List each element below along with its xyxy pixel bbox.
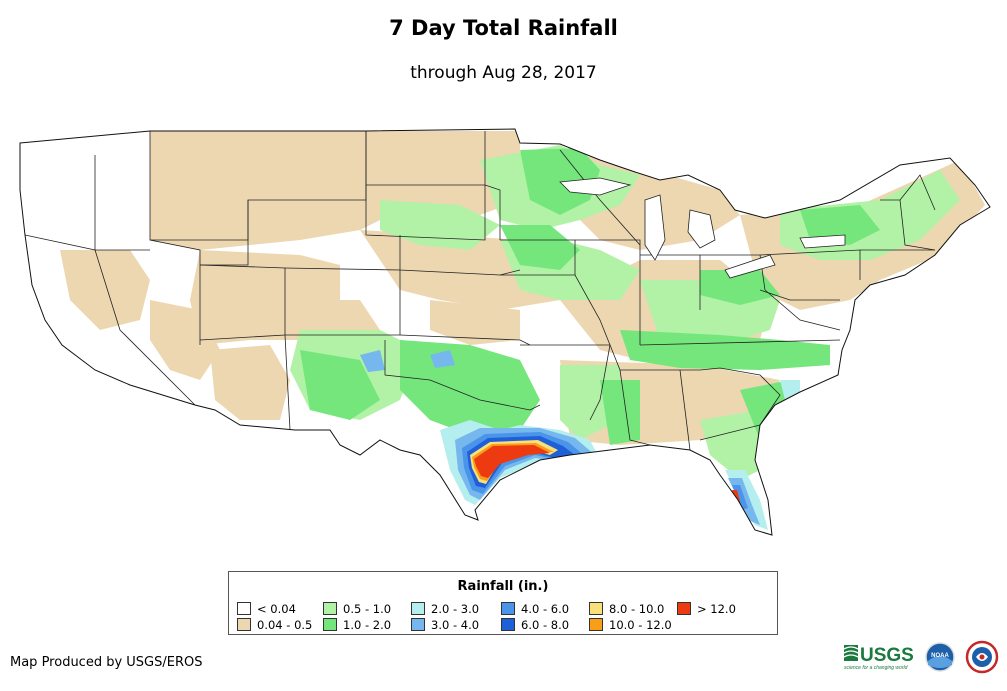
legend-item: 1.0 - 2.0 xyxy=(323,618,391,632)
legend-swatch xyxy=(501,618,515,631)
state-boundaries xyxy=(24,131,936,451)
legend-label: 10.0 - 12.0 xyxy=(609,618,672,632)
legend-item: 3.0 - 4.0 xyxy=(411,618,479,632)
legend-label: 0.5 - 1.0 xyxy=(343,602,392,616)
legend-swatch xyxy=(323,602,337,615)
legend-swatch xyxy=(411,618,425,631)
legend-swatch xyxy=(323,618,337,631)
legend-item: > 12.0 xyxy=(677,602,736,616)
legend-item: < 0.04 xyxy=(237,602,296,616)
legend-item: 0.5 - 1.0 xyxy=(323,602,391,616)
legend-item: 4.0 - 6.0 xyxy=(501,602,569,616)
legend-label: 6.0 - 8.0 xyxy=(521,618,570,632)
legend-swatch xyxy=(237,618,251,631)
legend-label: 0.04 - 0.5 xyxy=(257,618,313,632)
legend-item: 6.0 - 8.0 xyxy=(501,618,569,632)
nws-logo xyxy=(965,640,999,674)
noaa-wordmark: NOAA xyxy=(931,653,949,659)
usgs-logo: USGS science for a changing world xyxy=(843,645,914,671)
map-subtitle: through Aug 28, 2017 xyxy=(410,63,597,83)
noaa-logo: NOAA xyxy=(925,642,955,672)
legend-title: Rainfall (in.) xyxy=(457,579,549,594)
legend-swatch xyxy=(411,602,425,615)
legend-item: 2.0 - 3.0 xyxy=(411,602,479,616)
legend-label: 2.0 - 3.0 xyxy=(431,602,480,616)
rainfall-fields xyxy=(60,131,985,530)
legend-item: 8.0 - 10.0 xyxy=(589,602,664,616)
us-outline xyxy=(19,128,991,536)
legend-item: 10.0 - 12.0 xyxy=(589,618,672,632)
legend-swatch xyxy=(237,602,251,615)
legend-swatch xyxy=(501,602,515,615)
agency-logos: USGS science for a changing world NOAA xyxy=(843,640,999,674)
legend-item: 0.04 - 0.5 xyxy=(237,618,312,632)
legend-label: < 0.04 xyxy=(257,602,296,616)
legend-label: 1.0 - 2.0 xyxy=(343,618,392,632)
legend-swatch xyxy=(677,602,691,615)
legend-swatch xyxy=(589,618,603,631)
usgs-wave-icon xyxy=(844,645,858,661)
map-title: 7 Day Total Rainfall xyxy=(389,16,618,40)
legend: Rainfall (in.) < 0.04 0.04 - 0.5 0.5 - 1… xyxy=(228,571,778,635)
legend-label: > 12.0 xyxy=(697,602,736,616)
legend-label: 4.0 - 6.0 xyxy=(521,602,570,616)
usgs-tagline: science for a changing world xyxy=(844,665,908,671)
great-lakes xyxy=(559,177,846,279)
legend-swatch xyxy=(589,602,603,615)
usgs-wordmark: USGS xyxy=(860,645,914,666)
legend-label: 8.0 - 10.0 xyxy=(609,602,665,616)
legend-label: 3.0 - 4.0 xyxy=(431,618,480,632)
credit-text: Map Produced by USGS/EROS xyxy=(10,655,203,670)
